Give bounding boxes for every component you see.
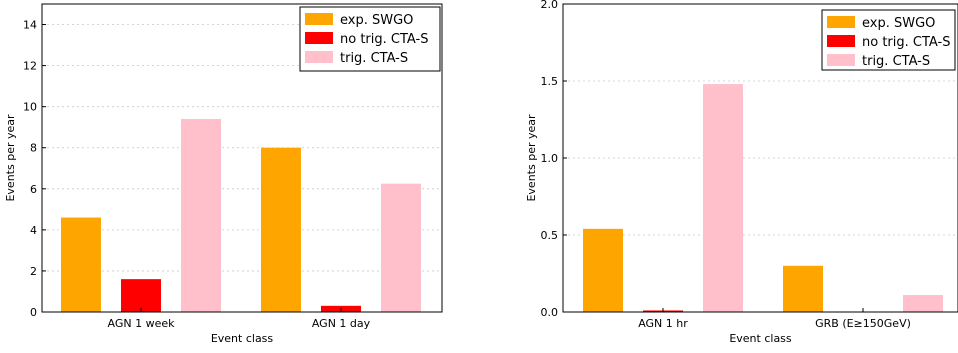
- y-tick-label: 14: [23, 19, 37, 32]
- bar-trig-cta-s-agn-1-week: [181, 118, 221, 312]
- legend: exp. SWGO no trig. CTA-S trig. CTA-S: [299, 6, 441, 72]
- legend-entry-no-trig-cta-s: no trig. CTA-S: [827, 35, 950, 50]
- x-axis-label: Event class: [729, 332, 792, 345]
- y-tick-label: 2: [30, 265, 37, 278]
- bar-trig-cta-s-agn-1-hr: [703, 84, 743, 312]
- legend-entry-exp-swgo: exp. SWGO: [827, 16, 935, 31]
- legend-entry-trig-cta-s: trig. CTA-S: [827, 54, 930, 69]
- y-tick-label: 6: [30, 183, 37, 196]
- x-tick-label: GRB (E≥150GeV): [815, 317, 911, 330]
- bar-trig-cta-s-agn-1-day: [381, 183, 421, 312]
- legend: exp. SWGO no trig. CTA-S trig. CTA-S: [821, 9, 956, 71]
- y-ticks: 0 2 4 6 8 10 12 14: [23, 19, 46, 319]
- legend-entry-exp-swgo: exp. SWGO: [305, 13, 413, 28]
- y-tick-label: 0: [30, 306, 37, 319]
- gridlines: [42, 24, 442, 313]
- y-tick-label: 0.0: [541, 306, 559, 319]
- bars: [583, 84, 943, 312]
- legend-label: trig. CTA-S: [340, 51, 408, 66]
- bar-trig-cta-s-grb-e-150gev: [903, 295, 943, 312]
- legend-swatch: [827, 16, 855, 28]
- chart-agn-hr-grb: 0.0 0.5 1.0 1.5 2.0 AGN 1 hr GRB (E≥150GeV) E…: [525, 0, 958, 345]
- legend-label: trig. CTA-S: [862, 54, 930, 69]
- legend-entry-no-trig-cta-s: no trig. CTA-S: [305, 32, 428, 47]
- legend-entry-trig-cta-s: trig. CTA-S: [305, 51, 408, 66]
- bar-exp-swgo-grb-e-150gev: [783, 265, 823, 312]
- chart-agn-week-day: 0 2 4 6 8 10 12 14 AGN 1 week AGN 1 day Event cl…: [4, 3, 443, 345]
- legend-label: exp. SWGO: [862, 16, 935, 31]
- y-tick-label: 4: [30, 224, 37, 237]
- x-tick-label: AGN 1 hr: [638, 317, 688, 330]
- x-axis-label: Event class: [211, 332, 274, 345]
- bar-exp-swgo-agn-1-day: [261, 147, 301, 312]
- y-tick-label: 0.5: [541, 229, 559, 242]
- y-axis-label: Events per year: [4, 114, 17, 202]
- x-ticks: AGN 1 hr GRB (E≥150GeV): [638, 308, 911, 330]
- legend-label: no trig. CTA-S: [862, 35, 950, 50]
- bar-exp-swgo-agn-1-hr: [583, 228, 623, 312]
- legend-label: no trig. CTA-S: [340, 32, 428, 47]
- x-ticks: AGN 1 week AGN 1 day: [108, 308, 371, 330]
- bars: [61, 118, 421, 312]
- bar-exp-swgo-agn-1-week: [61, 217, 101, 312]
- legend-swatch: [305, 32, 333, 44]
- x-tick-label: AGN 1 week: [108, 317, 176, 330]
- legend-label: exp. SWGO: [340, 13, 413, 28]
- y-tick-label: 2.0: [541, 0, 559, 11]
- legend-swatch: [305, 13, 333, 25]
- y-tick-label: 8: [30, 142, 37, 155]
- bar-no-trig-cta-s-agn-1-week: [121, 279, 161, 312]
- y-tick-label: 1.5: [541, 75, 559, 88]
- legend-swatch: [827, 35, 855, 47]
- y-tick-label: 10: [23, 101, 37, 114]
- x-tick-label: AGN 1 day: [312, 317, 371, 330]
- legend-swatch: [305, 51, 333, 63]
- y-tick-label: 1.0: [541, 152, 559, 165]
- plot-frame: [41, 3, 443, 313]
- y-ticks: 0.0 0.5 1.0 1.5 2.0: [541, 0, 567, 319]
- legend-swatch: [827, 54, 855, 66]
- y-axis-label: Events per year: [525, 114, 538, 202]
- y-tick-label: 12: [23, 60, 37, 73]
